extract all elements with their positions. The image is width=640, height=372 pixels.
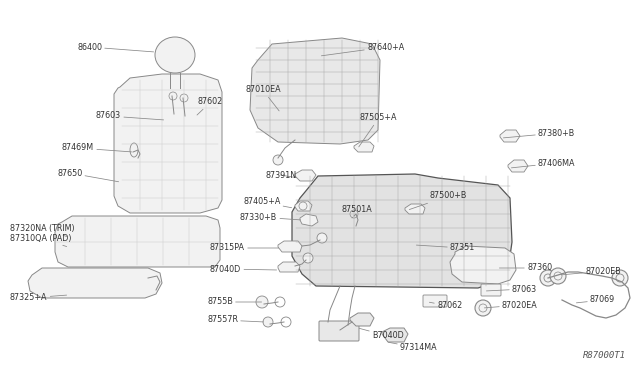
Polygon shape xyxy=(250,38,380,144)
Polygon shape xyxy=(508,160,528,172)
Text: 87062: 87062 xyxy=(429,301,462,311)
Text: 87505+A: 87505+A xyxy=(359,113,397,147)
Text: R87000T1: R87000T1 xyxy=(583,351,626,360)
Text: 87310QA (PAD): 87310QA (PAD) xyxy=(10,234,72,247)
Text: 87351: 87351 xyxy=(417,244,476,253)
Polygon shape xyxy=(405,204,425,214)
Text: 87469M: 87469M xyxy=(62,144,132,153)
FancyBboxPatch shape xyxy=(481,284,501,296)
Text: 87500+B: 87500+B xyxy=(410,192,467,209)
Text: 87040D: 87040D xyxy=(210,264,276,273)
Circle shape xyxy=(169,92,177,100)
Text: 97314MA: 97314MA xyxy=(388,342,438,353)
Circle shape xyxy=(540,270,556,286)
Text: 87330+B: 87330+B xyxy=(240,212,301,221)
Circle shape xyxy=(256,296,268,308)
FancyBboxPatch shape xyxy=(319,321,359,341)
Text: 87380+B: 87380+B xyxy=(504,128,575,138)
Text: 87603: 87603 xyxy=(96,112,164,121)
Polygon shape xyxy=(28,268,162,298)
Text: 87405+A: 87405+A xyxy=(243,198,292,208)
Text: 87325+A: 87325+A xyxy=(10,294,67,302)
Circle shape xyxy=(550,268,566,284)
Ellipse shape xyxy=(155,37,195,73)
Polygon shape xyxy=(295,170,316,181)
Text: 87020EB: 87020EB xyxy=(561,266,621,276)
Text: 87650: 87650 xyxy=(57,169,118,182)
Polygon shape xyxy=(354,142,374,152)
FancyBboxPatch shape xyxy=(423,295,447,307)
Text: 87602: 87602 xyxy=(197,97,223,115)
Polygon shape xyxy=(55,216,220,267)
Circle shape xyxy=(303,253,313,263)
Text: 87315PA: 87315PA xyxy=(210,244,278,253)
Text: 87406MA: 87406MA xyxy=(511,158,575,168)
Polygon shape xyxy=(114,74,222,213)
Polygon shape xyxy=(350,313,374,326)
Text: 86400: 86400 xyxy=(77,42,154,52)
Polygon shape xyxy=(500,130,520,142)
Text: 87391N: 87391N xyxy=(265,170,296,180)
Circle shape xyxy=(180,94,188,102)
Polygon shape xyxy=(295,201,312,211)
Polygon shape xyxy=(450,246,516,284)
Text: 87063: 87063 xyxy=(486,285,537,294)
Polygon shape xyxy=(278,241,302,252)
Text: 87501A: 87501A xyxy=(342,205,372,218)
Circle shape xyxy=(475,300,491,316)
Text: 87640+A: 87640+A xyxy=(321,42,404,56)
Circle shape xyxy=(612,270,628,286)
Circle shape xyxy=(273,155,283,165)
Text: 87360: 87360 xyxy=(499,263,552,273)
Polygon shape xyxy=(300,214,318,226)
Polygon shape xyxy=(292,174,512,288)
Text: B7040D: B7040D xyxy=(359,328,404,340)
Text: 87320NA (TRIM): 87320NA (TRIM) xyxy=(10,224,75,237)
Polygon shape xyxy=(278,262,300,272)
Text: 87557R: 87557R xyxy=(207,315,264,324)
Text: 8755B: 8755B xyxy=(207,298,262,307)
Text: 87020EA: 87020EA xyxy=(484,301,538,310)
Text: 87069: 87069 xyxy=(577,295,615,305)
Circle shape xyxy=(317,233,327,243)
Polygon shape xyxy=(382,328,408,342)
Text: 87010EA: 87010EA xyxy=(245,86,280,111)
Circle shape xyxy=(263,317,273,327)
